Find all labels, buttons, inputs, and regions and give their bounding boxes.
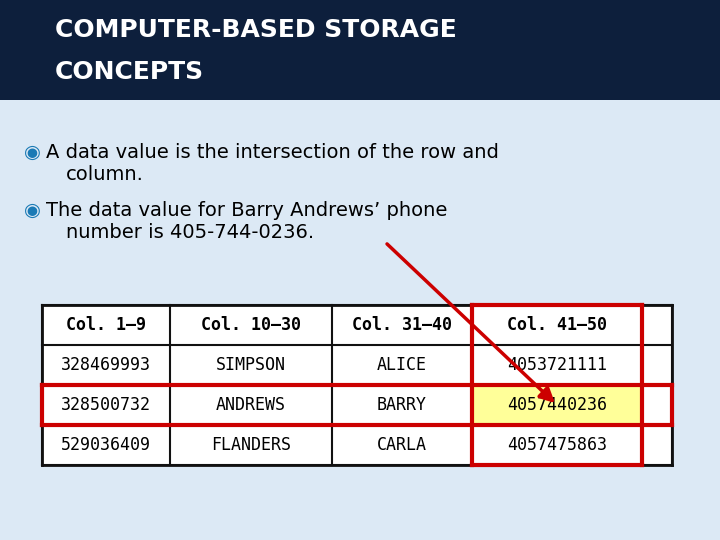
Text: CARLA: CARLA [377, 436, 427, 454]
Text: 328500732: 328500732 [61, 396, 151, 414]
Text: 4057475863: 4057475863 [507, 436, 607, 454]
Text: Col. 10–30: Col. 10–30 [201, 316, 301, 334]
Text: Col. 31–40: Col. 31–40 [352, 316, 452, 334]
Text: ◉: ◉ [24, 200, 40, 219]
Bar [42, 305, 672, 465]
Text: 4053721111: 4053721111 [507, 356, 607, 374]
Text: column.: column. [66, 165, 144, 185]
Text: COMPUTER-BASED STORAGE: COMPUTER-BASED STORAGE [55, 18, 456, 42]
Bar [472, 385, 642, 425]
Bar [0, 0, 720, 100]
Text: 4057440236: 4057440236 [507, 396, 607, 414]
Text: BARRY: BARRY [377, 396, 427, 414]
Text: Col. 41–50: Col. 41–50 [507, 316, 607, 334]
Text: 328469993: 328469993 [61, 356, 151, 374]
Text: CONCEPTS: CONCEPTS [55, 60, 204, 84]
Text: ANDREWS: ANDREWS [216, 396, 286, 414]
Text: ALICE: ALICE [377, 356, 427, 374]
Text: A data value is the intersection of the row and: A data value is the intersection of the … [46, 143, 499, 161]
Text: The data value for Barry Andrews’ phone: The data value for Barry Andrews’ phone [46, 200, 447, 219]
Text: ◉: ◉ [24, 143, 40, 161]
Text: FLANDERS: FLANDERS [211, 436, 291, 454]
Text: number is 405-744-0236.: number is 405-744-0236. [66, 224, 314, 242]
Text: SIMPSON: SIMPSON [216, 356, 286, 374]
Text: 529036409: 529036409 [61, 436, 151, 454]
Text: Col. 1–9: Col. 1–9 [66, 316, 146, 334]
